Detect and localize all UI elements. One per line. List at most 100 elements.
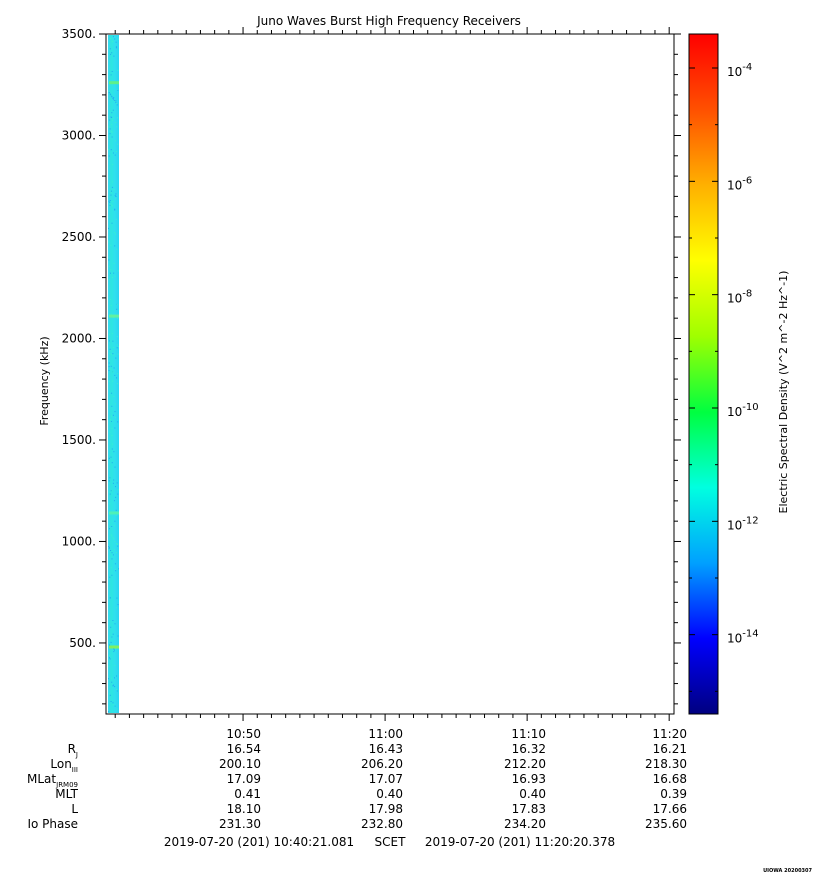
- strip-speckle: [113, 272, 115, 274]
- strip-speckle: [110, 305, 112, 307]
- x-tick-label: 11:00: [368, 727, 403, 741]
- strip-speckle: [109, 644, 110, 646]
- strip-speckle: [115, 233, 116, 235]
- strip-speckle: [115, 570, 117, 572]
- strip-speckle: [108, 92, 110, 93]
- strip-speckle: [110, 567, 112, 569]
- strip-speckle: [114, 245, 116, 247]
- strip-speckle: [111, 222, 113, 224]
- strip-speckle: [116, 377, 117, 379]
- y-axis-label: Frequency (kHz): [38, 336, 51, 425]
- ephemeris-row-label: L: [71, 802, 78, 816]
- strip-speckle: [116, 552, 117, 554]
- strip-speckle: [112, 702, 114, 704]
- strip-speckle: [117, 38, 119, 40]
- strip-speckle: [113, 354, 115, 356]
- strip-speckle: [115, 198, 117, 200]
- strip-speckle: [111, 190, 112, 192]
- strip-speckle: [116, 336, 118, 338]
- strip-speckle: [110, 53, 112, 55]
- strip-speckle: [113, 500, 115, 502]
- strip-speckle: [115, 196, 117, 197]
- strip-speckle: [111, 112, 113, 114]
- strip-speckle: [110, 365, 112, 367]
- strip-speckle: [108, 227, 109, 229]
- strip-speckle: [112, 152, 114, 154]
- strip-speckle: [111, 636, 113, 638]
- strip-speckle: [113, 548, 115, 550]
- cb-tick-label: 10-12: [727, 515, 759, 532]
- strip-speckle: [112, 36, 114, 38]
- strip-speckle: [110, 456, 112, 458]
- strip-speckle: [110, 353, 112, 355]
- strip-speckle: [113, 648, 115, 650]
- strip-speckle: [112, 117, 114, 119]
- strip-speckle: [110, 534, 112, 536]
- strip-speckle: [114, 520, 116, 522]
- strip-speckle: [115, 486, 116, 488]
- strip-speckle: [112, 704, 114, 706]
- strip-speckle: [111, 96, 113, 98]
- ephemeris-value: 16.32: [512, 742, 546, 756]
- ephemeris-value: 17.98: [369, 802, 403, 816]
- strip-speckle: [109, 597, 111, 599]
- strip-speckle: [108, 334, 110, 336]
- y-tick-label: 1000.: [62, 534, 96, 548]
- strip-speckle: [111, 40, 113, 42]
- strip-speckle: [110, 421, 112, 422]
- ephemeris-value: 18.10: [227, 802, 261, 816]
- strip-speckle: [108, 665, 110, 667]
- strip-speckle: [110, 350, 112, 352]
- strip-fill: [108, 35, 119, 713]
- strip-speckle: [108, 362, 110, 364]
- strip-speckle: [115, 47, 117, 49]
- strip-speckle: [110, 420, 112, 422]
- strip-speckle: [114, 541, 116, 543]
- strip-speckle: [109, 265, 110, 267]
- strip-speckle: [117, 489, 119, 491]
- strip-speckle: [112, 340, 114, 342]
- strip-speckle: [112, 98, 114, 100]
- strip-speckle: [109, 119, 111, 121]
- strip-speckle: [116, 607, 118, 609]
- ephemeris-row-label: RJ: [68, 742, 78, 759]
- strip-speckle: [112, 380, 114, 382]
- time-range-start: 2019-07-20 (201) 10:40:21.081: [164, 835, 354, 849]
- x-tick-label: 10:50: [226, 727, 261, 741]
- strip-speckle: [112, 353, 114, 355]
- strip-speckle: [112, 41, 114, 43]
- strip-speckle: [115, 100, 117, 102]
- y-tick-label: 3500.: [62, 27, 96, 41]
- strip-speckle: [111, 490, 113, 492]
- strip-speckle: [109, 200, 111, 201]
- strip-speckle: [115, 193, 117, 195]
- strip-speckle: [115, 122, 117, 123]
- strip-speckle: [114, 563, 116, 565]
- strip-speckle: [111, 117, 113, 118]
- strip-speckle: [111, 71, 113, 72]
- strip-speckle: [108, 279, 110, 280]
- strip-speckle: [108, 457, 110, 459]
- strip-speckle: [113, 55, 115, 57]
- cb-tick-label: 10-6: [727, 175, 752, 192]
- strip-speckle: [111, 526, 113, 527]
- strip-speckle: [109, 658, 111, 660]
- strip-speckle: [113, 684, 115, 686]
- strip-speckle: [110, 74, 112, 76]
- x-tick-label: 11:10: [511, 727, 546, 741]
- strip-speckle: [108, 333, 110, 335]
- colorbar: [688, 33, 719, 715]
- strip-speckle: [114, 231, 116, 233]
- strip-speckle: [110, 272, 111, 274]
- strip-speckle: [109, 348, 111, 350]
- strip-speckle: [110, 116, 112, 118]
- strip-speckle: [112, 620, 114, 621]
- strip-speckle: [112, 482, 114, 484]
- strip-speckle: [111, 558, 113, 560]
- strip-speckle: [110, 149, 112, 151]
- strip-speckle: [110, 550, 112, 551]
- strip-speckle: [109, 48, 111, 50]
- cb-tick-label: 10-10: [727, 402, 759, 419]
- strip-speckle: [109, 477, 111, 479]
